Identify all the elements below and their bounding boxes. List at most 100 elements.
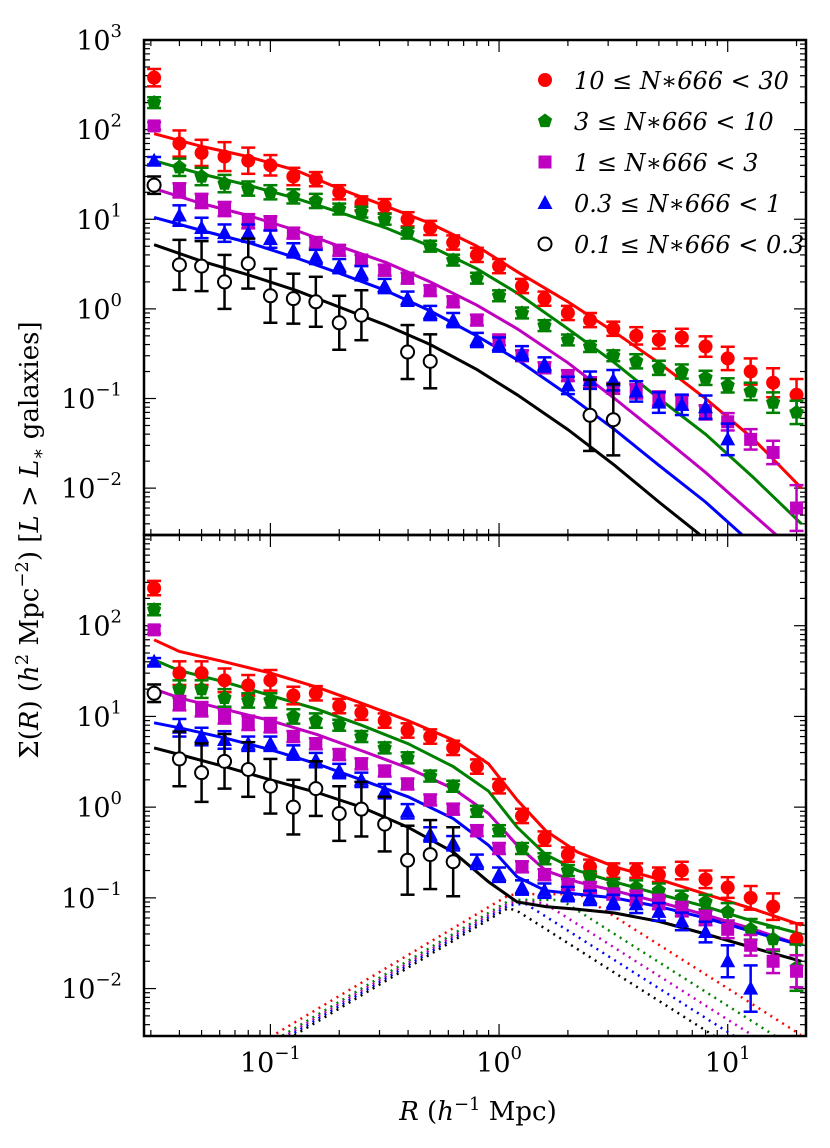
data-point: [194, 666, 209, 681]
data-point: [285, 744, 301, 759]
data-point: [674, 863, 689, 878]
data-point: [538, 155, 552, 169]
data-point: [720, 880, 735, 895]
data-point: [217, 149, 232, 164]
x-axis-label: R (h−1 Mpc): [398, 1094, 557, 1127]
data-point: [606, 348, 621, 362]
data-point: [308, 248, 324, 263]
data-point: [354, 729, 369, 743]
data-point: [651, 394, 667, 409]
data-point: [789, 387, 804, 402]
data-point: [378, 263, 392, 277]
data-point: [172, 183, 186, 197]
data-point: [354, 253, 368, 267]
data-point: [470, 824, 484, 838]
data-point: [743, 921, 758, 936]
model-line: [153, 746, 802, 963]
data-point: [743, 890, 758, 905]
legend: 10 ≤ N∗666 < 30 3 ≤ N∗666 < 10 1 ≤ N∗666 <…: [537, 67, 804, 259]
data-point: [492, 779, 507, 794]
data-point: [240, 256, 256, 272]
data-point: [721, 922, 735, 936]
data-point: [674, 330, 689, 345]
data-point: [377, 713, 392, 728]
data-point: [332, 699, 347, 714]
plot-frame: [142, 533, 808, 1038]
x-tick-label: 100: [476, 1043, 522, 1079]
data-point: [354, 204, 369, 219]
data-point: [469, 270, 484, 285]
data-point: [263, 216, 277, 230]
data-point: [172, 681, 187, 696]
two-halo-dotted-line: [269, 892, 802, 1036]
data-point: [401, 777, 415, 791]
data-point: [377, 278, 393, 293]
data-point: [217, 690, 232, 704]
data-point: [262, 778, 278, 794]
data-point: [195, 702, 209, 716]
data-point: [400, 723, 415, 738]
data-point: [560, 377, 576, 392]
data-point: [377, 816, 393, 832]
two-halo-dotted-line: [282, 900, 756, 1036]
data-point: [515, 279, 530, 294]
data-point: [400, 750, 415, 764]
data-point: [147, 70, 162, 85]
data-point: [560, 886, 576, 901]
data-point: [720, 351, 735, 366]
data-point: [445, 312, 461, 327]
data-point: [698, 399, 714, 414]
data-point: [423, 238, 438, 253]
legend-item: 1 ≤ N∗666 < 3: [538, 149, 758, 177]
data-point: [537, 318, 552, 332]
data-point: [172, 696, 186, 710]
data-point: [582, 407, 598, 423]
data-point: [240, 761, 256, 777]
data-point: [789, 404, 804, 419]
data-point: [285, 242, 301, 257]
ticks-bottom: [144, 535, 806, 1037]
panels-layer: 103 102 101 100 10−1 10−2 102 101 100 10−1 10−2 10−…: [61, 21, 808, 1079]
data-point: [720, 431, 736, 446]
data-point: [537, 113, 553, 128]
data-point: [146, 685, 162, 701]
data-point: [744, 938, 758, 952]
data-point: [766, 931, 781, 946]
data-point: [491, 823, 507, 837]
data-point: [194, 728, 210, 743]
data-point: [400, 290, 416, 305]
data-point: [217, 753, 233, 769]
data-point: [308, 713, 323, 727]
data-point: [354, 705, 369, 720]
data-point: [377, 211, 392, 226]
data-point: [400, 344, 416, 360]
data-point: [309, 737, 323, 751]
legend-label: 0.3 ≤ N∗666 < 1: [574, 190, 781, 218]
data-point: [308, 686, 323, 701]
data-point: [286, 188, 301, 203]
data-point: [605, 894, 621, 909]
data-point: [582, 889, 598, 904]
data-point: [446, 235, 461, 250]
data-point: [262, 735, 278, 750]
data-point: [560, 305, 575, 320]
data-point: [172, 136, 187, 151]
data-point: [515, 808, 530, 823]
data-point: [262, 231, 278, 246]
data-point: [171, 751, 187, 767]
data-point: [470, 313, 484, 327]
legend-label: 3 ≤ N∗666 < 10: [574, 108, 774, 136]
legend-label: 10 ≤ N∗666 < 30: [574, 67, 789, 95]
data-point: [606, 863, 621, 878]
data-point: [651, 867, 666, 882]
data-point: [446, 778, 461, 793]
data-point: [400, 212, 415, 227]
data-point: [147, 602, 162, 616]
data-point: [241, 678, 256, 693]
data-point: [536, 356, 552, 371]
data-point: [308, 193, 323, 207]
data-point: [308, 172, 323, 187]
data-point: [492, 259, 507, 274]
data-point: [400, 225, 415, 240]
data-point: [766, 899, 781, 914]
